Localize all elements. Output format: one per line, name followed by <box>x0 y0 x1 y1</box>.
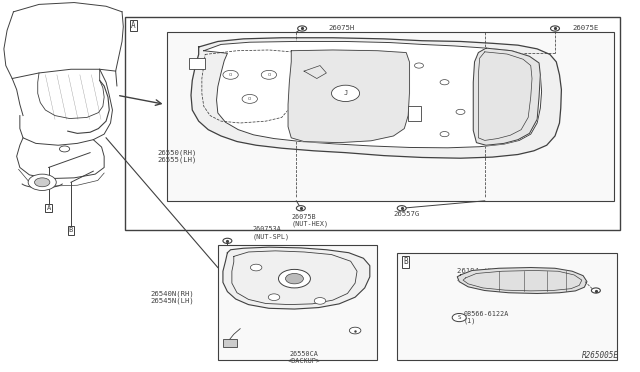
Circle shape <box>415 63 424 68</box>
Polygon shape <box>223 247 370 309</box>
Text: 26075H: 26075H <box>329 26 355 32</box>
Circle shape <box>60 146 70 152</box>
Text: 26194 (RH)
26199 (L.H): 26194 (RH) 26199 (L.H) <box>458 268 506 282</box>
Circle shape <box>452 314 467 322</box>
Text: 260753A
(NUT-SPL): 260753A (NUT-SPL) <box>253 226 290 240</box>
Text: A: A <box>47 205 51 211</box>
Text: O: O <box>248 97 252 101</box>
Polygon shape <box>191 38 561 158</box>
Text: 26075B
(NUT-HEX): 26075B (NUT-HEX) <box>291 214 328 227</box>
Circle shape <box>285 273 303 284</box>
Text: R265005E: R265005E <box>582 351 619 360</box>
Circle shape <box>278 269 310 288</box>
Polygon shape <box>204 41 541 148</box>
Bar <box>397 253 617 360</box>
Circle shape <box>223 238 232 243</box>
Polygon shape <box>473 48 540 145</box>
Bar <box>189 58 205 69</box>
Circle shape <box>591 288 600 293</box>
Circle shape <box>440 132 449 137</box>
Text: 26550CA
<BACKUP>: 26550CA <BACKUP> <box>287 351 321 364</box>
Circle shape <box>314 298 326 304</box>
Circle shape <box>456 109 465 115</box>
Text: 26075E: 26075E <box>572 26 598 32</box>
Circle shape <box>223 70 238 79</box>
Circle shape <box>550 26 559 31</box>
Circle shape <box>440 80 449 85</box>
Circle shape <box>242 94 257 103</box>
Circle shape <box>397 206 406 211</box>
Bar <box>125 17 620 231</box>
Text: 26540N(RH)
26545N(LH): 26540N(RH) 26545N(LH) <box>151 290 195 304</box>
Text: 26557G: 26557G <box>394 211 420 217</box>
Text: 08566-6122A
(1): 08566-6122A (1) <box>464 311 509 324</box>
Text: 26550(RH)
26555(LH): 26550(RH) 26555(LH) <box>157 149 196 163</box>
Text: O: O <box>268 73 271 77</box>
Circle shape <box>261 70 276 79</box>
Text: S: S <box>458 315 461 320</box>
Bar <box>223 339 237 347</box>
Bar <box>167 32 614 201</box>
Circle shape <box>28 174 56 190</box>
Text: O: O <box>229 73 232 77</box>
Circle shape <box>250 264 262 271</box>
Circle shape <box>349 327 361 334</box>
Text: B: B <box>69 227 73 234</box>
Circle shape <box>298 26 307 31</box>
Text: B: B <box>403 257 408 266</box>
Text: J: J <box>344 90 348 96</box>
Polygon shape <box>288 50 410 142</box>
Polygon shape <box>458 267 587 294</box>
Text: A: A <box>131 21 136 30</box>
Circle shape <box>35 178 50 187</box>
Bar <box>408 106 421 121</box>
Circle shape <box>332 85 360 102</box>
Bar <box>218 245 378 360</box>
Circle shape <box>296 206 305 211</box>
Circle shape <box>268 294 280 301</box>
